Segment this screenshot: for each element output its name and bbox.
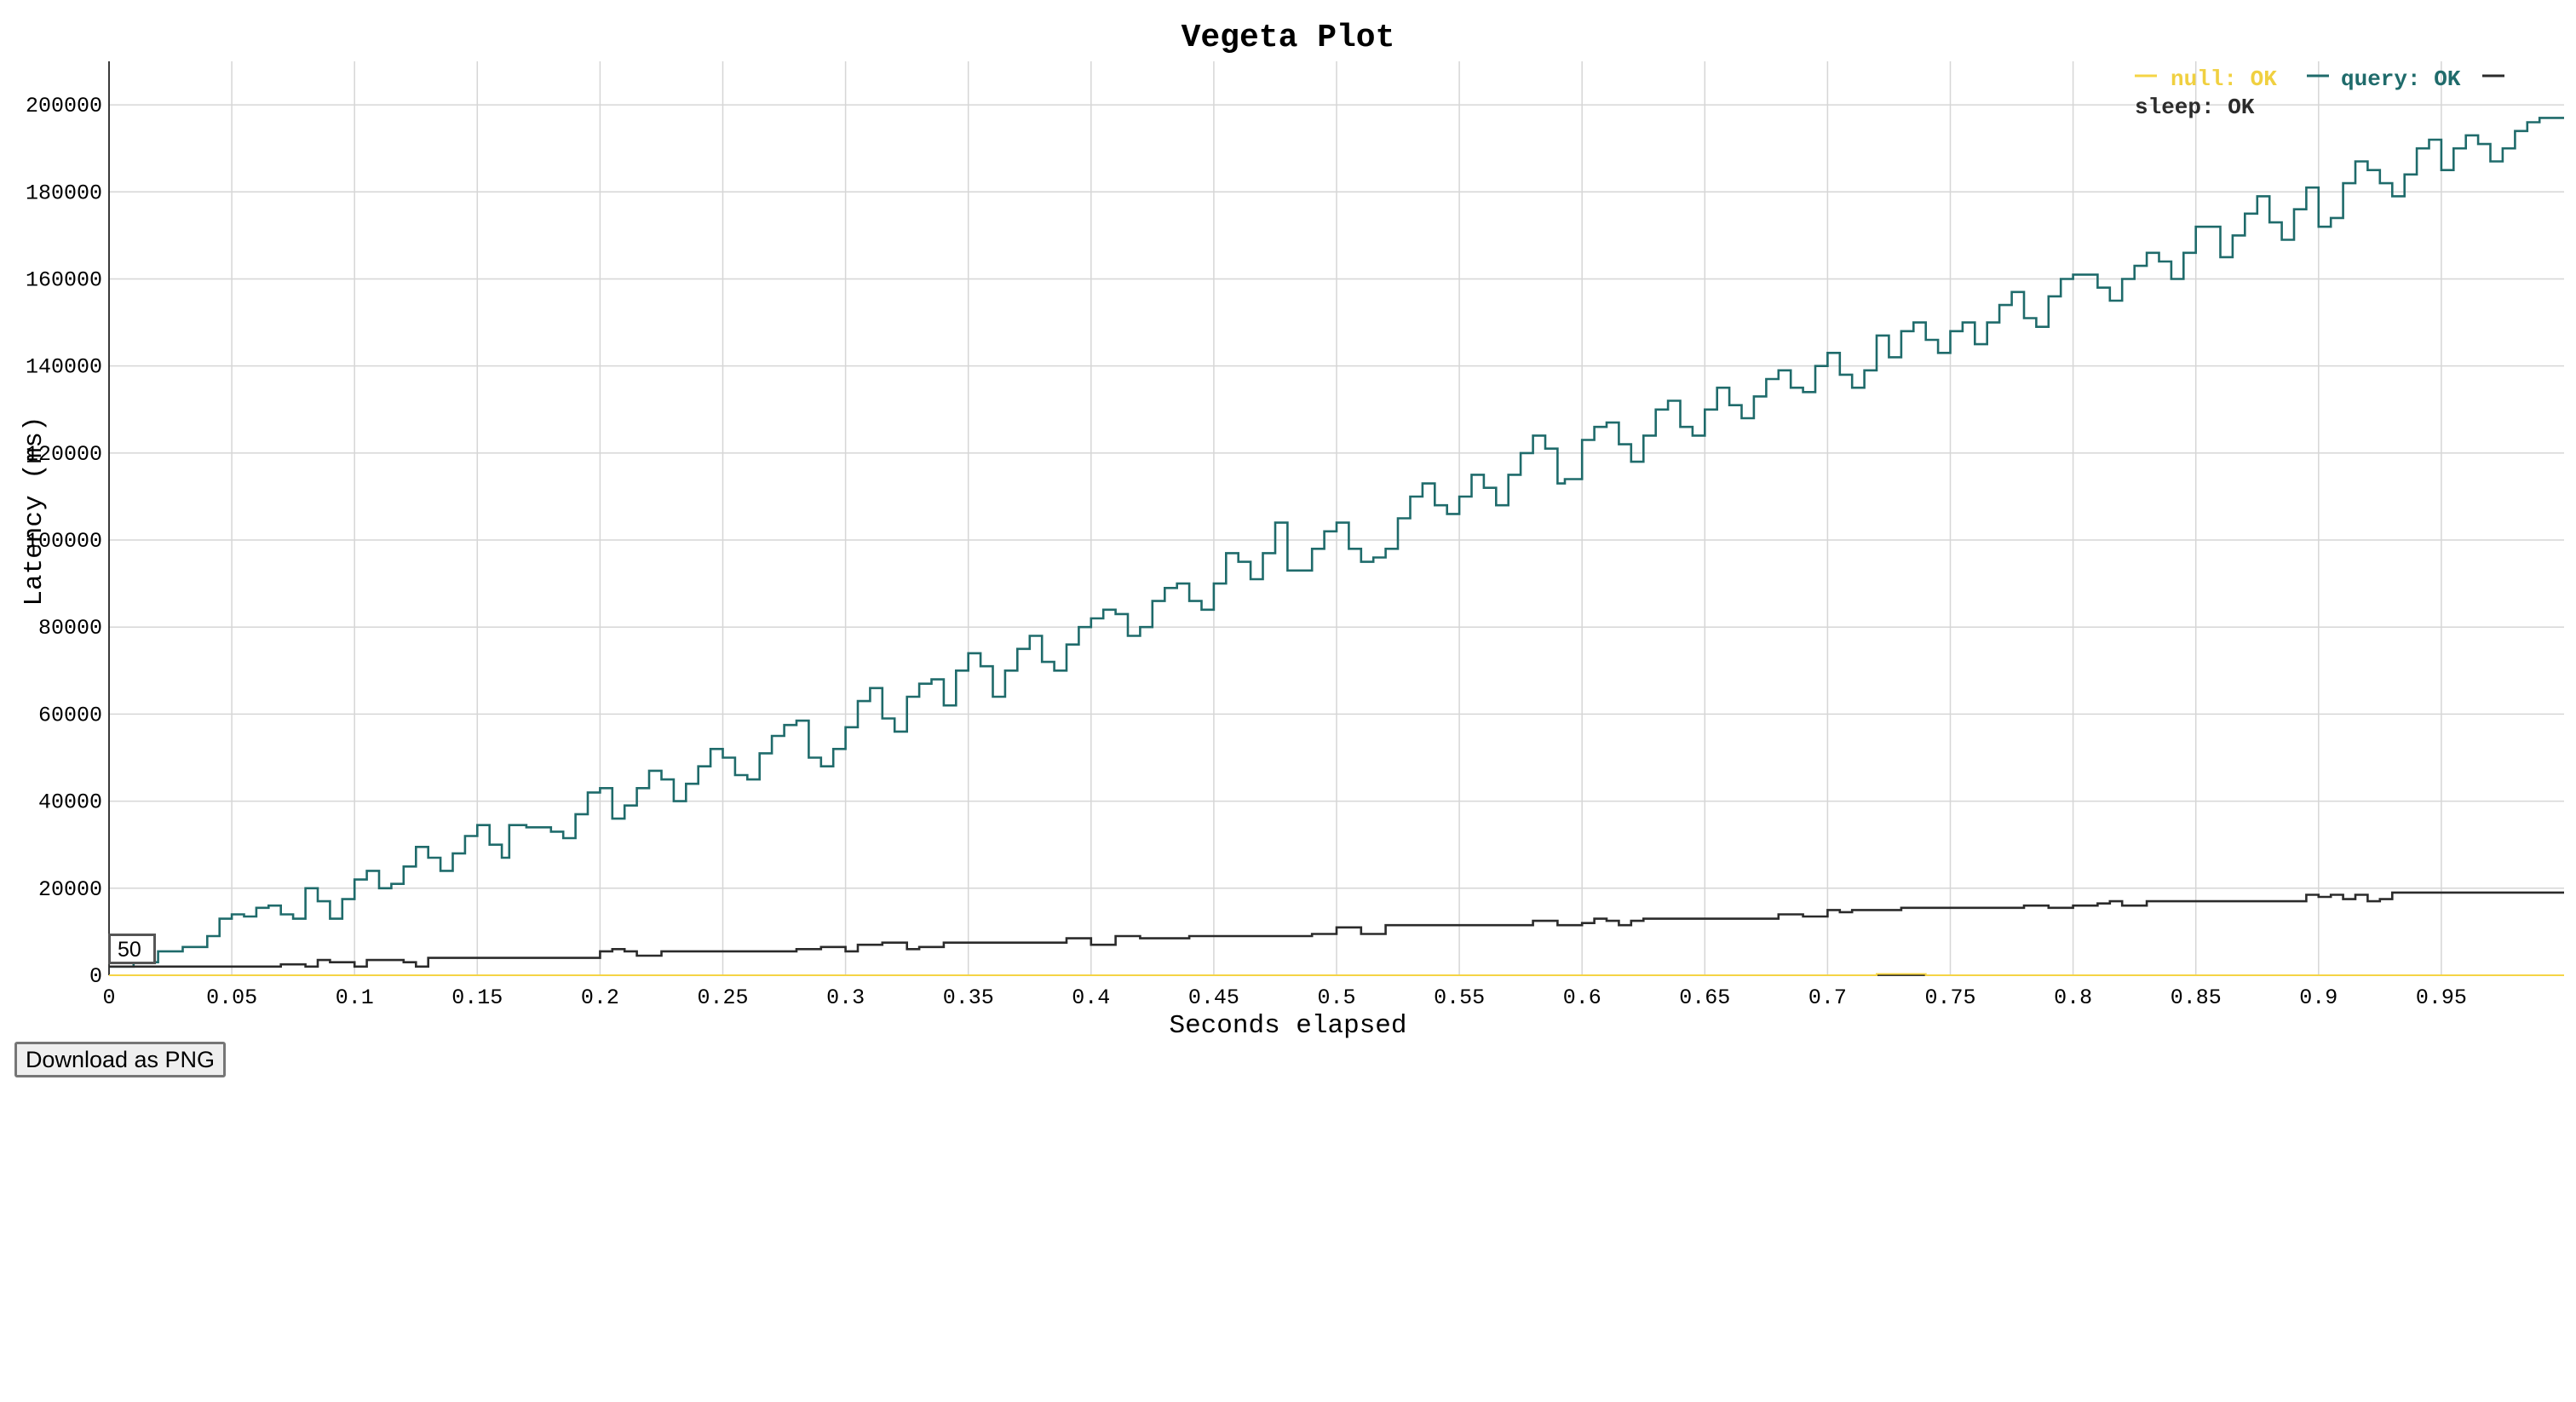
legend-label: null: OK — [2171, 66, 2277, 92]
x-tick-label: 0.95 — [2416, 985, 2467, 1010]
x-tick-label: 0.55 — [1434, 985, 1485, 1010]
y-tick-label: 160000 — [26, 267, 102, 292]
x-tick-label: 0.3 — [826, 985, 865, 1010]
y-tick-label: 80000 — [38, 616, 102, 641]
x-tick-label: 0 — [102, 985, 115, 1010]
y-tick-label: 20000 — [38, 877, 102, 902]
x-tick-label: 0.1 — [336, 985, 374, 1010]
y-tick-label: 180000 — [26, 181, 102, 205]
y-tick-label: 60000 — [38, 703, 102, 727]
grid-layer — [108, 61, 2564, 976]
y-axis-label: Latency (ms) — [20, 416, 49, 606]
axis-layer: 0 0.05 0.1 0.15 0.2 0.25 0.3 0.35 0.4 0.45 0.5 0.55… — [26, 61, 2564, 1010]
download-png-button[interactable]: Download as PNG — [14, 1042, 226, 1077]
series-line-2 — [109, 117, 2564, 968]
x-tick-label: 0.4 — [1072, 985, 1110, 1010]
x-tick-label: 0.8 — [2054, 985, 2092, 1010]
x-tick-label: 0.6 — [1563, 985, 1601, 1010]
legend-label: sleep: OK — [2135, 95, 2255, 120]
legend: null: OK query: OK sleep: OK — [2135, 66, 2504, 120]
y-tick-label: 100000 — [26, 529, 102, 554]
x-tick-label: 0.85 — [2171, 985, 2222, 1010]
x-tick-label: 0.65 — [1679, 985, 1730, 1010]
x-tick-label: 0.7 — [1808, 985, 1847, 1010]
x-axis-label: Seconds elapsed — [1169, 1011, 1406, 1041]
chart-svg: Vegeta Plot 0 0.05 0.1 0.15 0.2 0.25 0.3 0.35 0.… — [20, 20, 2564, 1041]
y-tick-label: 40000 — [38, 790, 102, 815]
x-tick-label: 0.9 — [2299, 985, 2337, 1010]
series-layer — [109, 117, 2564, 976]
x-tick-label: 0.15 — [451, 985, 503, 1010]
x-tick-label: 0.25 — [697, 985, 748, 1010]
y-tick-label: 120000 — [26, 442, 102, 467]
x-tick-label: 0.45 — [1188, 985, 1239, 1010]
y-tick-label: 200000 — [26, 94, 102, 118]
roll-input[interactable] — [108, 934, 156, 964]
x-tick-label: 0.5 — [1317, 985, 1355, 1010]
x-tick-label: 0.2 — [581, 985, 619, 1010]
y-tick-label: 140000 — [26, 355, 102, 380]
chart-title: Vegeta Plot — [1182, 20, 1395, 56]
x-tick-label: 0.75 — [1924, 985, 1975, 1010]
series-line-1 — [109, 973, 2564, 976]
legend-label: query: OK — [2341, 66, 2461, 92]
x-tick-label: 0.05 — [206, 985, 257, 1010]
vegeta-chart: Vegeta Plot 0 0.05 0.1 0.15 0.2 0.25 0.3 0.35 0.… — [20, 20, 2564, 1041]
y-tick-label: 0 — [89, 964, 102, 989]
series-line-3 — [109, 891, 2564, 968]
x-tick-label: 0.35 — [943, 985, 994, 1010]
